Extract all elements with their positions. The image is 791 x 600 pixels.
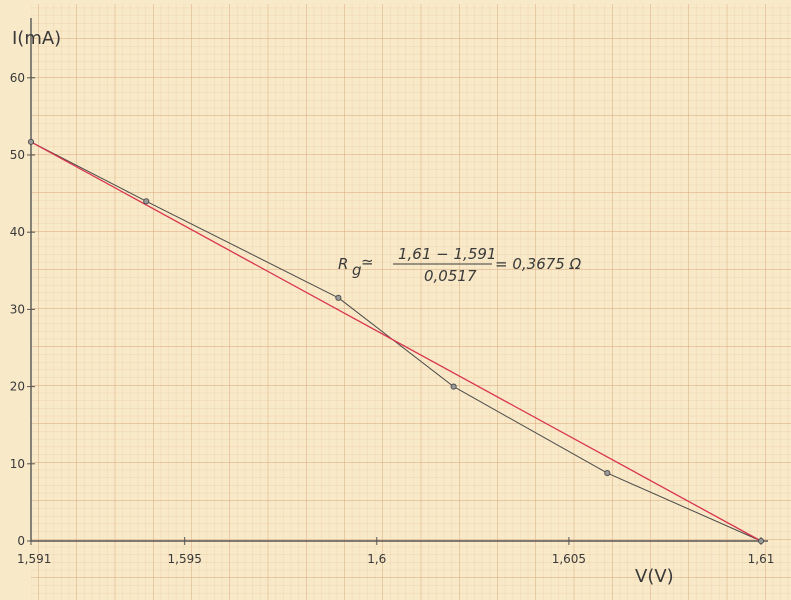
- x-tick-label: 1,6: [367, 552, 386, 566]
- formula-subscript: g: [352, 261, 362, 279]
- x-tick-label: 1,595: [168, 552, 202, 566]
- formula-lhs: R: [338, 255, 348, 273]
- y-tick-label: 20: [10, 380, 25, 394]
- data-point: [335, 294, 342, 301]
- y-tick-label: 10: [10, 457, 25, 471]
- data-point: [143, 198, 150, 205]
- y-tick-label: 30: [10, 302, 25, 316]
- formula-result: = 0,3675 Ω: [495, 255, 582, 273]
- formula-numerator: 1,61 − 1,591: [398, 245, 496, 263]
- data-point: [450, 383, 457, 390]
- x-tick-label: 1,605: [552, 552, 586, 566]
- y-tick-label: 0: [17, 534, 25, 548]
- linear-fit-line: [30, 141, 762, 542]
- x-tick-label: 1,591: [17, 552, 51, 566]
- data-point: [27, 138, 35, 145]
- graph-grid: [31, 4, 791, 600]
- x-axis-title: V(V): [635, 566, 674, 587]
- data-point: [757, 537, 765, 545]
- y-tick-label: 60: [10, 71, 25, 85]
- y-tick-label: 40: [10, 225, 25, 239]
- y-tick-label: 50: [10, 148, 25, 162]
- axes: [30, 18, 768, 542]
- data-point: [604, 470, 611, 477]
- x-tick-label: 1,61: [748, 552, 775, 566]
- y-axis-title: I(mA): [12, 28, 61, 49]
- formula-approx: ≃: [361, 253, 374, 271]
- measured-data-line: [30, 141, 762, 542]
- formula-denominator: 0,0517: [424, 267, 477, 285]
- resistance-annotation: R g ≃ 1,61 − 1,591 0,0517 = 0,3675 Ω: [338, 245, 582, 285]
